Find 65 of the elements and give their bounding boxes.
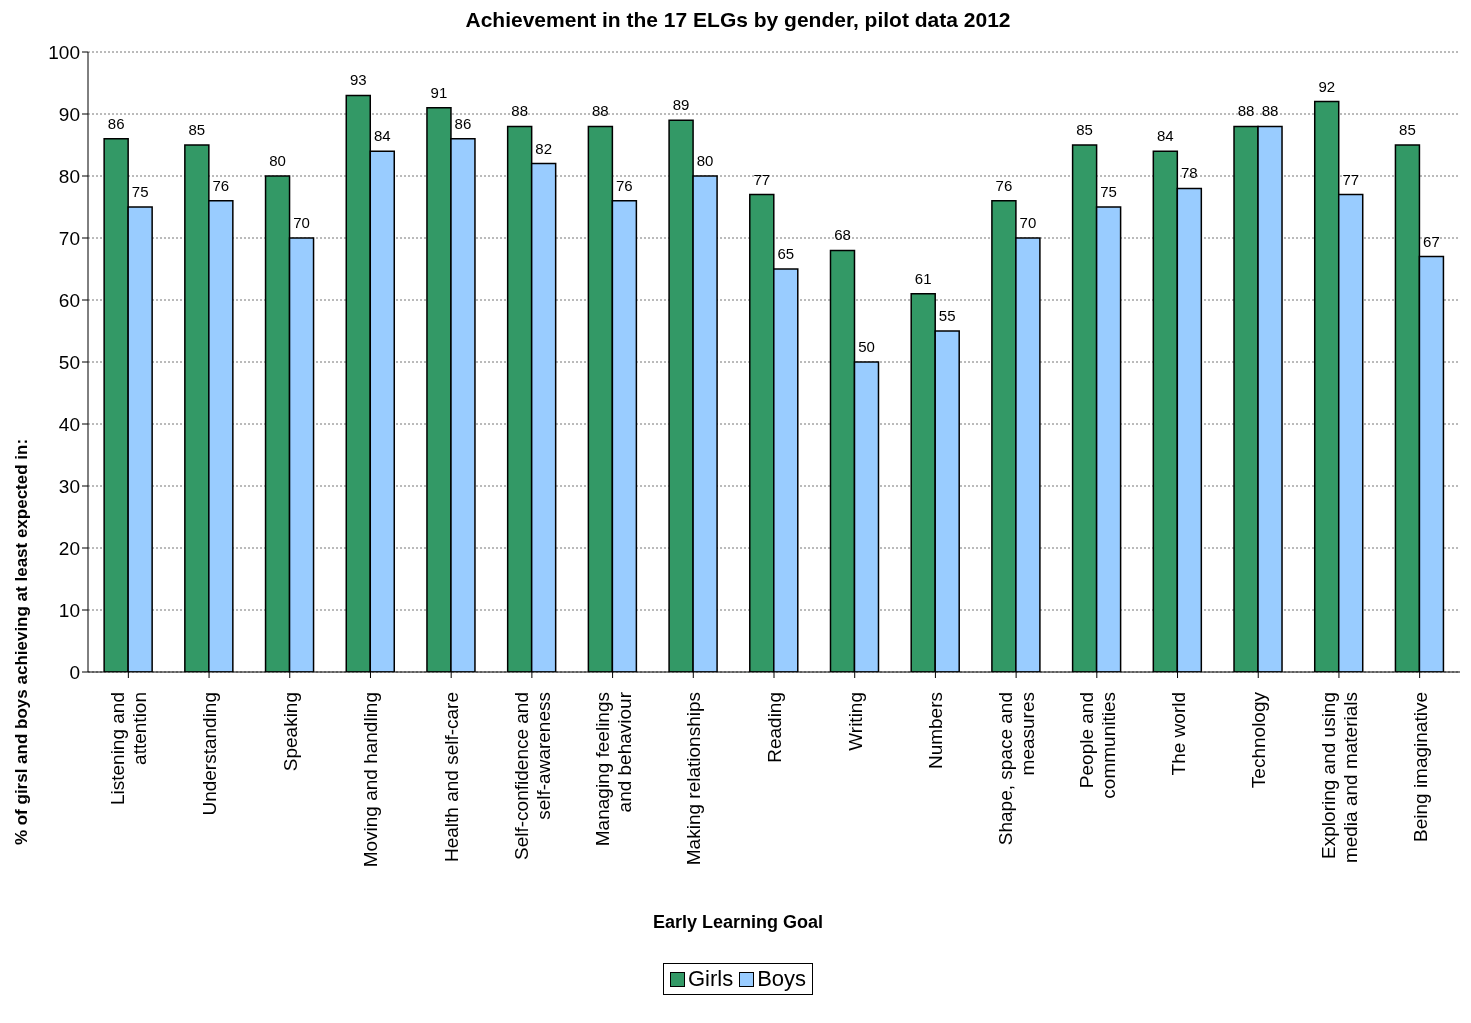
x-tick-label: Listening and attention xyxy=(107,692,151,806)
x-tick-label: Speaking xyxy=(279,692,301,772)
data-label: 67 xyxy=(1423,232,1440,250)
data-label: 82 xyxy=(535,139,553,157)
data-label: 88 xyxy=(1237,102,1255,120)
x-tick-label: Self-confidence and self-awareness xyxy=(510,692,554,860)
y-tick-label: 30 xyxy=(58,475,80,497)
data-label: 88 xyxy=(511,102,529,120)
x-tick-label: Making relationships xyxy=(683,692,705,866)
data-label: 93 xyxy=(349,71,367,89)
data-label: 85 xyxy=(188,121,206,138)
data-label: 55 xyxy=(938,307,956,324)
data-label: 88 xyxy=(1261,102,1279,120)
x-tick-label: Writing xyxy=(844,692,866,751)
x-tick-label: Exploring and using media and materials xyxy=(1317,692,1361,864)
data-label: 76 xyxy=(995,176,1013,194)
data-label: 91 xyxy=(430,83,448,101)
y-tick-label: 60 xyxy=(58,289,80,311)
y-tick-label: 50 xyxy=(58,351,80,373)
data-label: 75 xyxy=(1100,183,1117,200)
data-label: 92 xyxy=(1318,77,1336,95)
legend-label: Boys xyxy=(757,966,807,992)
data-label: 85 xyxy=(1399,121,1416,138)
data-label: 77 xyxy=(753,170,771,188)
x-axis-title: Early Learning Goal xyxy=(651,912,825,933)
y-tick-label: 10 xyxy=(58,599,80,621)
data-label: 76 xyxy=(212,176,230,194)
data-label: 77 xyxy=(1342,170,1360,188)
data-label: 80 xyxy=(696,152,714,169)
data-label: 61 xyxy=(914,269,932,287)
x-tick-label: Moving and handling xyxy=(360,692,382,868)
x-tick-label: Reading xyxy=(764,692,785,763)
y-tick-label: 20 xyxy=(58,537,80,559)
y-tick-label: 90 xyxy=(58,103,80,125)
data-label: 86 xyxy=(454,114,472,132)
data-label: 86 xyxy=(107,114,125,132)
x-tick-label: Health and self-care xyxy=(441,692,463,863)
data-label: 65 xyxy=(777,245,795,262)
y-tick-label: 0 xyxy=(69,661,80,683)
x-tick-label: Understanding xyxy=(199,692,221,816)
data-label: 75 xyxy=(131,183,149,200)
data-label: 70 xyxy=(293,214,310,231)
data-label: 76 xyxy=(616,176,633,194)
x-tick-label: Numbers xyxy=(925,692,947,770)
data-label: 84 xyxy=(373,127,391,145)
data-label: 50 xyxy=(858,338,875,355)
x-tick-label: The world xyxy=(1167,692,1189,776)
x-tick-label: Technology xyxy=(1248,691,1270,789)
data-label: 84 xyxy=(1156,127,1174,145)
y-tick-label: 40 xyxy=(58,413,80,435)
data-label: 68 xyxy=(834,226,851,244)
data-label: 85 xyxy=(1076,121,1093,138)
data-label: 70 xyxy=(1019,214,1037,231)
legend-label: Girls xyxy=(687,966,734,992)
y-tick-label: 70 xyxy=(58,227,80,249)
y-axis-title: % of girsl and boys achieving at least expected in: xyxy=(12,438,32,846)
data-label: 88 xyxy=(592,102,609,120)
chart-title: Achievement in the 17 ELGs by gender, pilot data 2012 xyxy=(464,8,1012,32)
data-label: 78 xyxy=(1180,164,1198,182)
y-tick-label: 100 xyxy=(48,41,80,63)
data-label: 80 xyxy=(269,152,286,169)
y-tick-label: 80 xyxy=(58,165,80,187)
x-tick-label: Being imaginative xyxy=(1409,692,1431,842)
x-tick-label: Shape, space and measures xyxy=(995,692,1039,846)
data-label: 89 xyxy=(672,96,690,114)
